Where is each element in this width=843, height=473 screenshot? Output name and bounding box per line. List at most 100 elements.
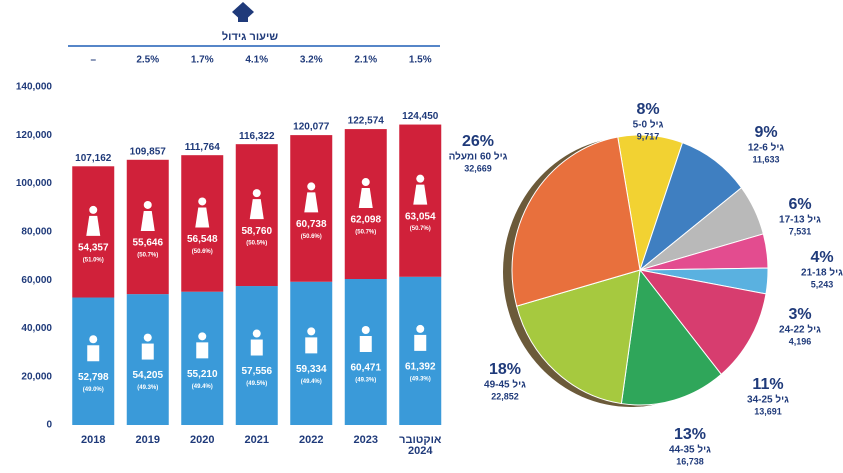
pie-count: 9,717 [637, 131, 660, 141]
y-tick-label: 0 [46, 420, 52, 431]
growth-arrow [232, 2, 254, 22]
person-icon [143, 200, 152, 209]
person-icon [195, 207, 210, 228]
growth-label: 1.5% [409, 55, 432, 66]
value-label: 63,054 [405, 211, 436, 222]
person-icon [89, 335, 98, 344]
growth-label: 4.1% [245, 55, 268, 66]
value-label: 57,556 [241, 366, 272, 377]
person-icon [413, 184, 428, 205]
y-tick-label: 40,000 [21, 323, 52, 334]
x-tick-label: 2022 [299, 434, 323, 446]
share-label: (50.6%) [301, 234, 322, 240]
x-tick-label-line: אוקטובר [399, 434, 442, 446]
total-label: 124,450 [402, 111, 439, 122]
value-label: 58,760 [241, 226, 272, 237]
person-icon [250, 339, 263, 356]
value-label: 61,392 [405, 362, 436, 373]
value-label: 56,548 [187, 234, 218, 245]
x-tick-label-line: 2024 [408, 445, 433, 457]
person-icon [416, 174, 425, 183]
share-label: (49.4%) [301, 379, 322, 385]
share-label: (50.5%) [246, 241, 267, 247]
pie-count: 7,531 [789, 226, 812, 236]
share-label: (49.4%) [192, 384, 213, 390]
pie-percent: 26% [462, 133, 494, 150]
person-icon [249, 199, 264, 220]
pie-percent: 9% [754, 124, 777, 141]
person-icon [416, 324, 425, 333]
growth-label: 1.7% [191, 55, 214, 66]
pie-percent: 18% [489, 361, 521, 378]
pie-count: 4,196 [789, 336, 812, 346]
y-tick-label: 60,000 [21, 275, 52, 286]
pie-slice [638, 269, 767, 376]
pie-count: 32,669 [464, 163, 492, 173]
value-label: 55,646 [132, 238, 163, 249]
pie-percent: 6% [788, 196, 811, 213]
growth-label: 2.1% [354, 55, 377, 66]
pie-count: 13,691 [754, 406, 782, 416]
pie-count: 22,852 [491, 391, 519, 401]
person-icon [361, 326, 370, 335]
share-label: (49.3%) [137, 385, 158, 391]
pie-category: גיל 60 ומעלה [449, 151, 508, 163]
pie-count: 16,738 [676, 456, 704, 466]
pie-percent: 11% [752, 376, 783, 393]
pie-slice [620, 268, 722, 406]
value-label: 60,738 [296, 219, 327, 230]
value-label: 59,334 [296, 364, 327, 375]
share-label: (50.7%) [410, 226, 431, 232]
person-icon [141, 343, 154, 360]
pie-category: גיל 17-13 [779, 214, 821, 226]
person-icon [86, 215, 101, 236]
pie-slice [516, 269, 641, 405]
person-icon [196, 342, 209, 359]
value-label: 54,357 [78, 243, 109, 254]
x-tick-label: אוקטובר 2024 [399, 434, 442, 457]
person-icon [358, 188, 373, 209]
pie-count: 11,633 [752, 154, 779, 164]
total-label: 122,574 [348, 116, 385, 127]
person-icon [252, 329, 261, 338]
growth-label: 3.2% [300, 55, 323, 66]
x-tick-label: 2023 [354, 434, 378, 446]
y-tick-label: 20,000 [21, 371, 52, 382]
person-icon [198, 197, 207, 206]
share-label: (49.3%) [355, 378, 376, 384]
pie-percent: 13% [674, 426, 706, 443]
total-label: 109,857 [130, 146, 167, 157]
total-label: 111,764 [185, 142, 220, 153]
person-icon [359, 336, 372, 353]
person-icon [307, 182, 316, 191]
total-label: 116,322 [239, 131, 275, 142]
pie-category: גיל 49-45 [484, 379, 526, 391]
y-tick-label: 120,000 [16, 130, 53, 141]
person-icon [87, 345, 100, 362]
total-label: 120,077 [293, 122, 330, 133]
x-tick-label: 2021 [245, 434, 269, 446]
pie-category: גיל 5-0 [633, 119, 664, 131]
value-label: 62,098 [350, 215, 381, 226]
person-icon [198, 332, 207, 341]
person-icon [89, 205, 98, 214]
growth-title: שיעור גידול [222, 30, 278, 43]
growth-label: – [90, 55, 96, 66]
pie-category: גיל 24-22 [779, 324, 821, 336]
value-label: 52,798 [78, 372, 109, 383]
y-tick-label: 140,000 [16, 82, 53, 93]
person-icon [304, 192, 319, 213]
pie-percent: 3% [788, 306, 811, 323]
person-icon [307, 327, 316, 336]
share-label: (49.3%) [410, 376, 431, 382]
share-label: (49.5%) [246, 381, 267, 387]
pie-category: גיל 44-35 [669, 444, 711, 456]
pie-percent: 8% [636, 101, 659, 118]
person-icon [305, 337, 318, 354]
pie-slice [511, 136, 641, 307]
person-icon [143, 333, 152, 342]
person-icon [252, 189, 261, 198]
x-tick-label: 2018 [81, 434, 105, 446]
growth-label: 2.5% [136, 55, 159, 66]
